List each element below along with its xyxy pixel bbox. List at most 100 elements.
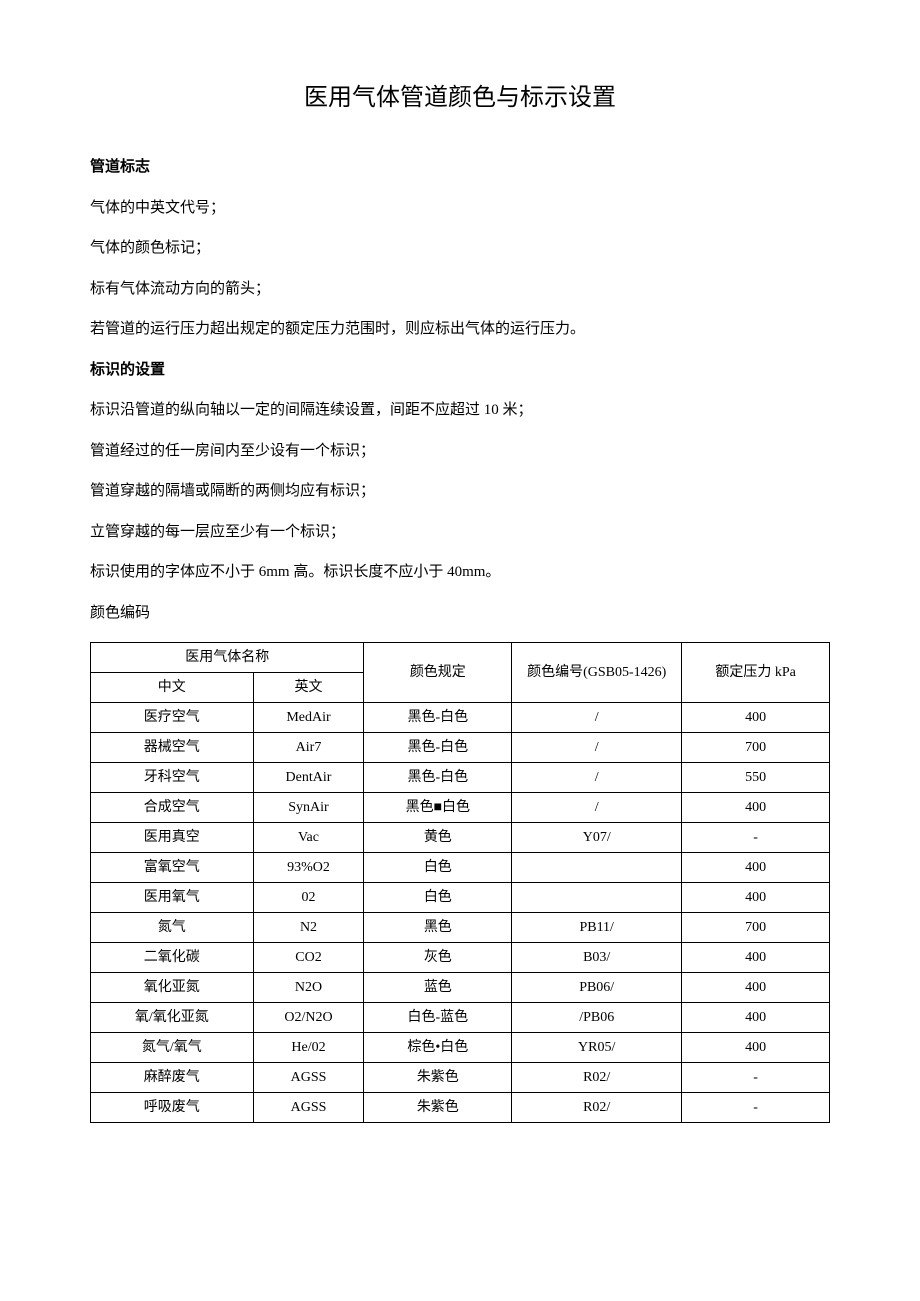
cell-en: DentAir <box>253 763 364 793</box>
cell-code: PB06/ <box>512 973 682 1003</box>
cell-cn: 麻醉废气 <box>91 1063 254 1093</box>
cell-press: - <box>682 823 830 853</box>
cell-cn: 医用氧气 <box>91 883 254 913</box>
table-row: 富氧空气93%O2白色 400 <box>91 853 830 883</box>
cell-code: R02/ <box>512 1093 682 1123</box>
cell-press: 700 <box>682 733 830 763</box>
cell-cn: 牙科空气 <box>91 763 254 793</box>
table-row: 呼吸废气AGSS朱紫色R02/- <box>91 1093 830 1123</box>
cell-color: 朱紫色 <box>364 1063 512 1093</box>
page-title: 医用气体管道颜色与标示设置 <box>90 80 830 116</box>
cell-cn: 氧/氧化亚氮 <box>91 1003 254 1033</box>
cell-color: 白色 <box>364 883 512 913</box>
cell-code: / <box>512 793 682 823</box>
cell-color: 黑色-白色 <box>364 703 512 733</box>
para-interval: 标识沿管道的纵向轴以一定的间隔连续设置，间距不应超过 10 米； <box>90 399 830 422</box>
cell-color: 灰色 <box>364 943 512 973</box>
table-row: 麻醉废气AGSS朱紫色R02/- <box>91 1063 830 1093</box>
cell-en: He/02 <box>253 1033 364 1063</box>
table-row: 合成空气SynAir黑色■白色/400 <box>91 793 830 823</box>
cell-en: N2O <box>253 973 364 1003</box>
cell-cn: 器械空气 <box>91 733 254 763</box>
para-color-mark: 气体的颜色标记； <box>90 237 830 260</box>
cell-cn: 富氧空气 <box>91 853 254 883</box>
cell-color: 白色-蓝色 <box>364 1003 512 1033</box>
para-room: 管道经过的任一房间内至少设有一个标识； <box>90 440 830 463</box>
table-row: 氧化亚氮N2O蓝色PB06/400 <box>91 973 830 1003</box>
cell-code <box>512 853 682 883</box>
heading-mark-setting: 标识的设置 <box>90 359 830 382</box>
table-row: 氧/氧化亚氮O2/N2O白色-蓝色/PB06400 <box>91 1003 830 1033</box>
cell-code: PB11/ <box>512 913 682 943</box>
cell-cn: 氮气 <box>91 913 254 943</box>
cell-cn: 氧化亚氮 <box>91 973 254 1003</box>
cell-code: B03/ <box>512 943 682 973</box>
th-color-rule: 颜色规定 <box>364 643 512 703</box>
table-row: 医用真空Vac黄色Y07/- <box>91 823 830 853</box>
cell-en: N2 <box>253 913 364 943</box>
cell-cn: 合成空气 <box>91 793 254 823</box>
cell-color: 黑色■白色 <box>364 793 512 823</box>
cell-code: / <box>512 733 682 763</box>
heading-pipe-mark: 管道标志 <box>90 156 830 179</box>
th-cn: 中文 <box>91 673 254 703</box>
cell-en: CO2 <box>253 943 364 973</box>
table-header-row-1: 医用气体名称 颜色规定 颜色编号(GSB05-1426) 额定压力 kPa <box>91 643 830 673</box>
th-gas-name: 医用气体名称 <box>91 643 364 673</box>
cell-color: 棕色•白色 <box>364 1033 512 1063</box>
cell-press: 700 <box>682 913 830 943</box>
table-row: 牙科空气DentAir黑色-白色/550 <box>91 763 830 793</box>
table-row: 器械空气Air7黑色-白色/700 <box>91 733 830 763</box>
cell-press: 400 <box>682 1033 830 1063</box>
cell-en: SynAir <box>253 793 364 823</box>
cell-code: /PB06 <box>512 1003 682 1033</box>
cell-code: Y07/ <box>512 823 682 853</box>
cell-cn: 呼吸废气 <box>91 1093 254 1123</box>
cell-color: 黑色-白色 <box>364 733 512 763</box>
table-body: 医疗空气MedAir黑色-白色/400器械空气Air7黑色-白色/700牙科空气… <box>91 703 830 1123</box>
cell-color: 黑色-白色 <box>364 763 512 793</box>
para-code: 气体的中英文代号； <box>90 197 830 220</box>
cell-code: / <box>512 763 682 793</box>
cell-press: - <box>682 1093 830 1123</box>
cell-press: 400 <box>682 883 830 913</box>
cell-en: MedAir <box>253 703 364 733</box>
cell-color: 蓝色 <box>364 973 512 1003</box>
th-color-code: 颜色编号(GSB05-1426) <box>512 643 682 703</box>
cell-press: 400 <box>682 943 830 973</box>
cell-press: 400 <box>682 1003 830 1033</box>
table-row: 氮气/氧气He/02棕色•白色YR05/400 <box>91 1033 830 1063</box>
para-arrow: 标有气体流动方向的箭头； <box>90 278 830 301</box>
cell-code: / <box>512 703 682 733</box>
cell-en: Vac <box>253 823 364 853</box>
cell-cn: 医疗空气 <box>91 703 254 733</box>
table-row: 二氧化碳CO2灰色B03/400 <box>91 943 830 973</box>
cell-press: 400 <box>682 853 830 883</box>
cell-cn: 氮气/氧气 <box>91 1033 254 1063</box>
table-row: 氮气N2黑色PB11/700 <box>91 913 830 943</box>
table-row: 医疗空气MedAir黑色-白色/400 <box>91 703 830 733</box>
cell-color: 黄色 <box>364 823 512 853</box>
cell-press: - <box>682 1063 830 1093</box>
cell-en: AGSS <box>253 1063 364 1093</box>
cell-code: R02/ <box>512 1063 682 1093</box>
cell-code: YR05/ <box>512 1033 682 1063</box>
cell-press: 400 <box>682 793 830 823</box>
cell-en: 93%O2 <box>253 853 364 883</box>
cell-cn: 医用真空 <box>91 823 254 853</box>
para-font: 标识使用的字体应不小于 6mm 高。标识长度不应小于 40mm。 <box>90 561 830 584</box>
cell-cn: 二氧化碳 <box>91 943 254 973</box>
th-en: 英文 <box>253 673 364 703</box>
gas-color-table: 医用气体名称 颜色规定 颜色编号(GSB05-1426) 额定压力 kPa 中文… <box>90 642 830 1123</box>
para-color-code: 颜色编码 <box>90 602 830 625</box>
para-wall: 管道穿越的隔墙或隔断的两侧均应有标识； <box>90 480 830 503</box>
table-row: 医用氧气02白色 400 <box>91 883 830 913</box>
cell-press: 400 <box>682 973 830 1003</box>
cell-color: 朱紫色 <box>364 1093 512 1123</box>
para-floor: 立管穿越的每一层应至少有一个标识； <box>90 521 830 544</box>
cell-en: AGSS <box>253 1093 364 1123</box>
th-pressure: 额定压力 kPa <box>682 643 830 703</box>
cell-en: 02 <box>253 883 364 913</box>
para-pressure: 若管道的运行压力超出规定的额定压力范围时，则应标出气体的运行压力。 <box>90 318 830 341</box>
cell-color: 白色 <box>364 853 512 883</box>
